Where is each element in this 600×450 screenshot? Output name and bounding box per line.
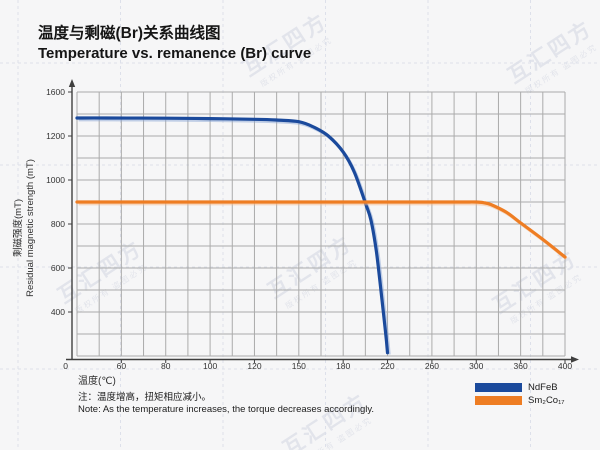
- smco-curve-shadow: [78, 202, 568, 261]
- footnote: 注：温度增高，扭矩相应减小。 Note: As the temperature …: [78, 392, 374, 416]
- footnote-zh: 注：温度增高，扭矩相应减小。: [78, 392, 212, 403]
- sm2co17-color-swatch: [475, 396, 522, 405]
- x-tick-label: 360: [514, 361, 528, 371]
- y-tick-label: 800: [51, 219, 65, 229]
- x-tick-label: 180: [336, 361, 350, 371]
- x-tick-label: 60: [117, 361, 127, 371]
- x-tick-label: 120: [247, 361, 261, 371]
- y-axis-title-zh: 剩磁强度(mT): [13, 198, 24, 258]
- y-axis-arrow-icon: [68, 79, 76, 87]
- y-tick-label: 600: [51, 263, 65, 273]
- x-tick-label: 260: [425, 361, 439, 371]
- chart-title-en: Temperature vs. remanence (Br) curve: [38, 45, 312, 62]
- ndfeb-curve: [75, 116, 390, 355]
- smco-curve: [75, 200, 567, 259]
- chart-header: 温度与剩磁(Br)关系曲线图 Temperature vs. remanence…: [38, 24, 311, 64]
- origin-label: 0: [63, 361, 68, 371]
- y-tick-label: 400: [51, 307, 65, 317]
- ndfeb-curve-shadow: [78, 118, 391, 355]
- x-tick-label: 220: [380, 361, 394, 371]
- legend-label-ndfeb: NdFeB: [528, 382, 558, 393]
- legend-item-ndfeb: NdFeB: [475, 381, 565, 394]
- y-tick-label: 1600: [46, 87, 65, 97]
- legend-label-sm2co17: Sm₂Co₁₇: [528, 395, 565, 406]
- x-tick-label: 300: [469, 361, 483, 371]
- x-tick-label: 400: [558, 361, 572, 371]
- x-axis-arrow-icon: [571, 356, 579, 363]
- x-tick-label: 150: [292, 361, 306, 371]
- x-tick-label: 100: [203, 361, 217, 371]
- y-axis-title-en: Residual magnetic strength (mT): [25, 159, 36, 297]
- x-axis-title: 温度(℃): [78, 376, 116, 387]
- chart-legend: NdFeB Sm₂Co₁₇: [475, 381, 565, 407]
- x-tick-label: 80: [161, 361, 171, 371]
- y-tick-label: 1200: [46, 131, 65, 141]
- y-axis-title: 剩磁强度(mT) Residual magnetic strength (mT): [13, 78, 43, 378]
- footnote-en: Note: As the temperature increases, the …: [78, 404, 375, 415]
- legend-item-sm2co17: Sm₂Co₁₇: [475, 394, 565, 407]
- y-tick-label: 1000: [46, 175, 65, 185]
- chart-title-zh: 温度与剩磁(Br)关系曲线图: [38, 25, 221, 42]
- ndfeb-color-swatch: [475, 383, 522, 392]
